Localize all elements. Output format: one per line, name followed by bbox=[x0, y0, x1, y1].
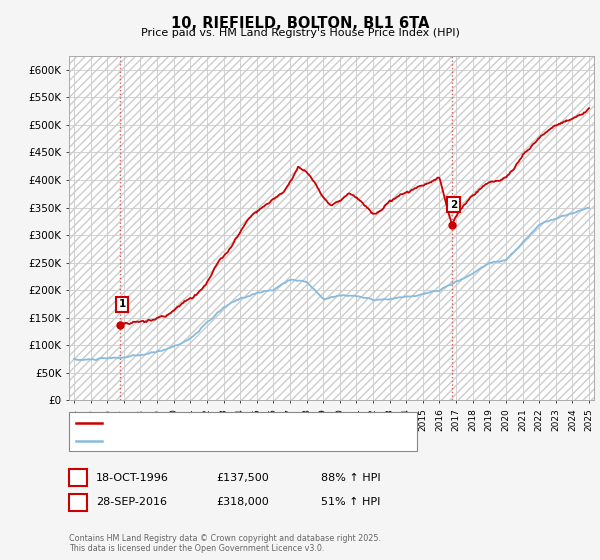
Text: Price paid vs. HM Land Registry's House Price Index (HPI): Price paid vs. HM Land Registry's House … bbox=[140, 28, 460, 38]
Text: 10, RIEFIELD, BOLTON, BL1 6TA (detached house): 10, RIEFIELD, BOLTON, BL1 6TA (detached … bbox=[108, 418, 365, 428]
Text: 18-OCT-1996: 18-OCT-1996 bbox=[96, 473, 169, 483]
Text: £318,000: £318,000 bbox=[216, 497, 269, 507]
Text: £137,500: £137,500 bbox=[216, 473, 269, 483]
Text: HPI: Average price, detached house, Bolton: HPI: Average price, detached house, Bolt… bbox=[108, 436, 335, 446]
Text: 51% ↑ HPI: 51% ↑ HPI bbox=[321, 497, 380, 507]
Text: 2: 2 bbox=[450, 200, 457, 210]
Text: 1: 1 bbox=[74, 473, 82, 483]
Text: 2: 2 bbox=[74, 497, 82, 507]
Text: 1: 1 bbox=[118, 299, 125, 309]
Text: 10, RIEFIELD, BOLTON, BL1 6TA: 10, RIEFIELD, BOLTON, BL1 6TA bbox=[171, 16, 429, 31]
Text: 28-SEP-2016: 28-SEP-2016 bbox=[96, 497, 167, 507]
Text: Contains HM Land Registry data © Crown copyright and database right 2025.
This d: Contains HM Land Registry data © Crown c… bbox=[69, 534, 381, 553]
Text: 88% ↑ HPI: 88% ↑ HPI bbox=[321, 473, 380, 483]
